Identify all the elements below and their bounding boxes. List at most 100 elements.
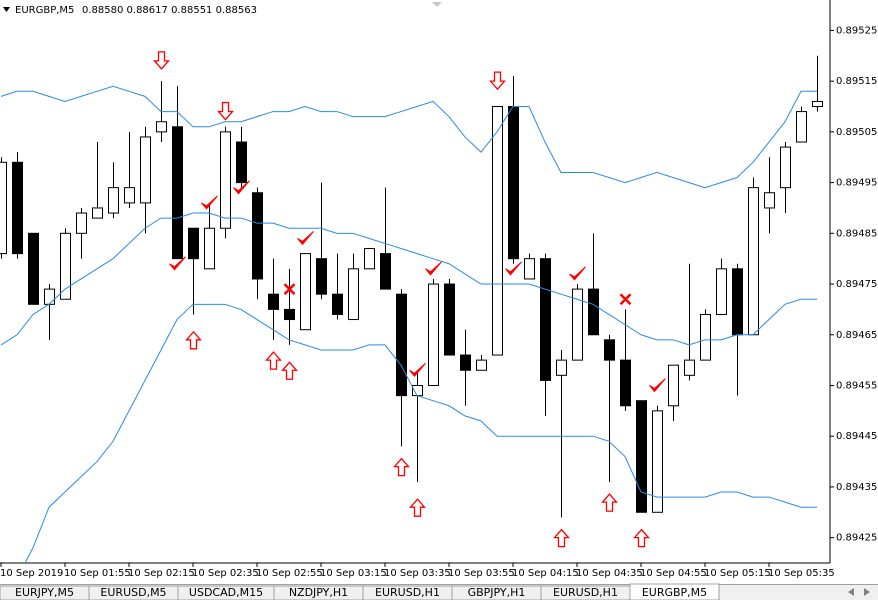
candle-body-up [348, 268, 359, 321]
candle-body-up [812, 100, 823, 108]
y-tick-label: 0.89495 [836, 178, 877, 189]
candle-body-up [764, 192, 775, 209]
candle-body-up [428, 283, 439, 386]
x-tick-label: 10 Sep 02:35 [192, 568, 259, 579]
x-tick-label: 10 Sep 03:55 [448, 568, 515, 579]
down-arrow [489, 71, 506, 91]
candle-body-up [60, 232, 71, 300]
candle-body-up [492, 106, 503, 356]
candle-body-down [540, 258, 551, 381]
x-tick-label: 10 Sep 2019 [0, 568, 63, 579]
up-arrow [185, 330, 202, 350]
candle-body-up [716, 268, 727, 315]
candle-body-down [332, 293, 343, 315]
candle-body-down [284, 308, 295, 321]
x-tick-label: 10 Sep 02:15 [128, 568, 195, 579]
x-tick-label: 10 Sep 03:15 [320, 568, 387, 579]
up-arrow [393, 457, 410, 477]
x-tick-label: 10 Sep 05:35 [768, 568, 835, 579]
shift-marker [432, 2, 442, 7]
down-arrow [217, 101, 234, 121]
y-tick-label: 0.89445 [836, 431, 877, 442]
candle-body-down [588, 288, 599, 336]
y-tick-label: 0.89455 [836, 380, 877, 391]
candle-body-down [28, 232, 39, 305]
down-arrow [153, 51, 170, 70]
y-tick-label: 0.89525 [836, 25, 877, 36]
up-arrow [265, 351, 282, 370]
candle-body-up [748, 187, 759, 336]
tab-label[interactable]: EURUSD,H1 [553, 586, 618, 599]
y-tick-label: 0.89475 [836, 279, 877, 290]
check [169, 256, 186, 271]
up-arrow [633, 528, 650, 548]
candle-body-up [684, 359, 695, 376]
tab-scroll-right[interactable] [864, 588, 870, 596]
candle-body-up [204, 227, 215, 270]
y-tick-label: 0.89435 [836, 482, 877, 493]
y-tick-label: 0.89465 [836, 330, 877, 341]
up-arrow [601, 493, 618, 512]
candle-body-up [572, 288, 583, 361]
band-upper [0, 85, 817, 189]
menu-triangle[interactable] [3, 7, 10, 12]
candle-body-down [460, 354, 471, 371]
tab-label[interactable]: EURJPY,M5 [15, 586, 74, 599]
tab-label[interactable]: EURUSD,M5 [100, 586, 166, 599]
candle-body-up [652, 410, 663, 513]
y-tick-label: 0.89425 [836, 533, 877, 544]
y-tick-label: 0.89515 [836, 76, 877, 87]
candle-body-down [316, 258, 327, 295]
candle-body-up [156, 121, 167, 133]
candle-body-down [396, 293, 407, 397]
y-tick-label: 0.89505 [836, 127, 877, 138]
candle-body-up [108, 187, 119, 214]
candle-body-up [0, 161, 7, 255]
chart-title: EURGBP,M5 [15, 5, 74, 16]
check [409, 362, 426, 378]
chart-subtitle: 0.88580 0.88617 0.88551 0.88563 [82, 5, 257, 16]
crosse [283, 283, 296, 295]
candle-body-up [92, 207, 103, 219]
tab-label[interactable]: EURGBP,M5 [642, 586, 707, 599]
candle-body-up [220, 131, 231, 229]
tab-label[interactable]: GBPJPY,H1 [468, 586, 526, 599]
check [201, 195, 218, 210]
candle-body-down [268, 293, 279, 310]
candle-body-down [236, 141, 247, 184]
check [649, 378, 666, 393]
candle-body-up [76, 212, 87, 234]
up-arrow [553, 528, 570, 548]
band-lower [24, 303, 817, 563]
candle-body-down [172, 126, 183, 260]
candle-body-up [668, 364, 679, 407]
tab-label[interactable]: NZDJPY,H1 [289, 586, 348, 599]
candle-body-down [620, 359, 631, 407]
candle-body-up [556, 359, 567, 376]
candle-body-up [780, 146, 791, 189]
candle-body-up [124, 187, 135, 204]
y-tick-label: 0.89485 [836, 228, 877, 239]
candle-body-down [508, 106, 519, 260]
candle-body-up [300, 253, 311, 331]
tab-active[interactable] [629, 583, 720, 600]
check [425, 261, 442, 276]
plot-area [0, 51, 823, 563]
tab-label[interactable]: USDCAD,M15 [189, 586, 263, 599]
up-arrow [409, 498, 426, 517]
candle-body-up [796, 111, 807, 143]
candle-body-up [364, 248, 375, 270]
candle-body-down [636, 400, 647, 513]
candle-body-up [524, 258, 535, 280]
up-arrow [281, 361, 298, 380]
x-tick-label: 10 Sep 05:15 [704, 568, 771, 579]
check [505, 261, 522, 276]
candle-body-up [44, 288, 55, 305]
tab-scroll-left[interactable] [848, 588, 854, 596]
candle-body-down [12, 161, 23, 255]
x-tick-label: 10 Sep 04:35 [576, 568, 643, 579]
tab-label[interactable]: EURUSD,H1 [375, 586, 440, 599]
x-tick-label: 10 Sep 02:55 [256, 568, 323, 579]
candle-body-up [476, 359, 487, 371]
